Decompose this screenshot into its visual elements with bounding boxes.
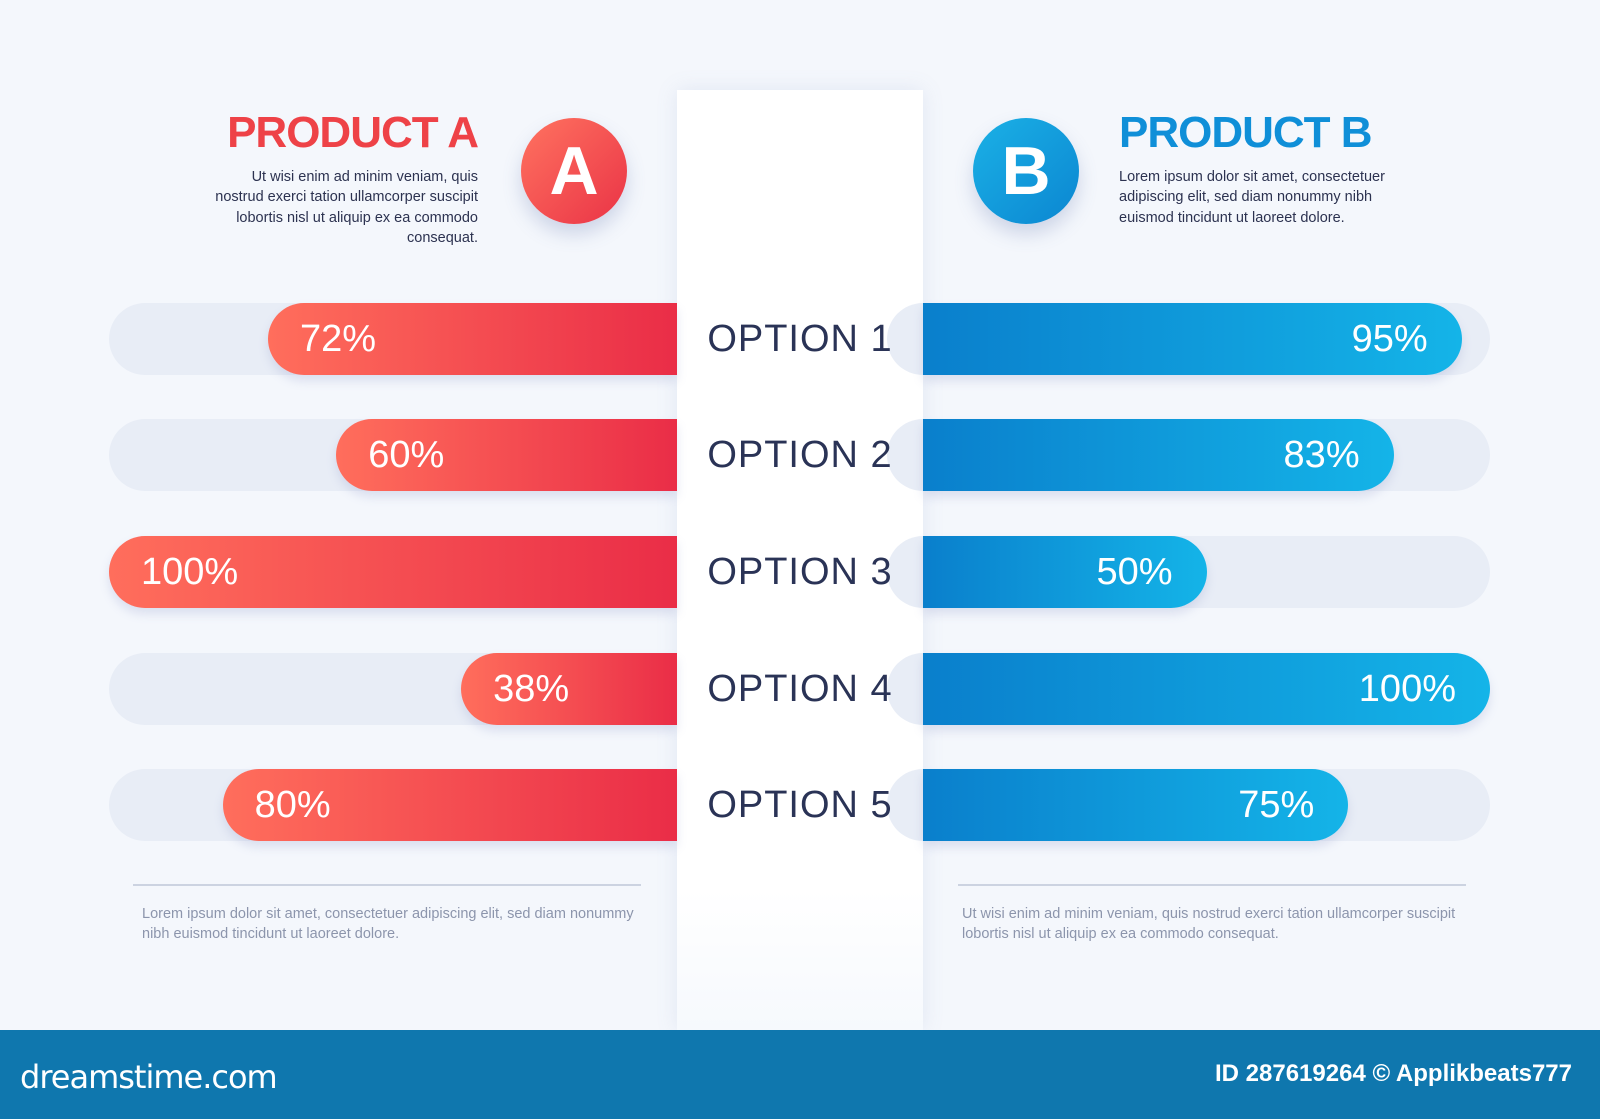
divider-a: [133, 884, 641, 886]
bar-product-a: 38%: [461, 653, 677, 725]
product-b-title: PRODUCT B: [1119, 108, 1373, 157]
category-label: OPTION 3: [707, 550, 893, 593]
category-label: OPTION 4: [707, 667, 893, 710]
product-a-badge: A: [521, 118, 627, 224]
product-a-title: PRODUCT A: [227, 108, 479, 157]
category-label: OPTION 2: [707, 433, 893, 476]
product-b-description: Lorem ipsum dolor sit amet, consectetuer…: [1119, 169, 1385, 226]
bar-product-b: 95%: [923, 303, 1462, 375]
bar-product-a: 80%: [222, 769, 677, 841]
bar-product-a: 100%: [109, 536, 677, 608]
bar-product-b: 50%: [923, 536, 1207, 608]
category-label: OPTION 5: [707, 783, 893, 826]
product-b-footnote: Ut wisi enim ad minim veniam, quis nostr…: [962, 906, 1456, 943]
bar-product-b: 75%: [923, 769, 1349, 841]
product-a-footnote: Lorem ipsum dolor sit amet, consectetuer…: [142, 906, 634, 943]
infographic: PRODUCT A Ut wisi enim ad minim veniam, …: [109, 90, 1490, 1030]
options-column: [677, 90, 923, 1030]
bar-product-b: 100%: [923, 653, 1490, 725]
dreamstime-logo: dreamstime.com: [20, 1058, 278, 1096]
bar-product-a: 72%: [268, 303, 677, 375]
product-a-description: Ut wisi enim ad minim veniam, quis nostr…: [215, 169, 478, 247]
image-credit: ID 287619264 © Applikbeats777: [1215, 1060, 1572, 1087]
category-label: OPTION 1: [707, 317, 893, 360]
divider-b: [958, 884, 1466, 886]
product-b-badge: B: [973, 118, 1079, 224]
bar-product-b: 83%: [923, 419, 1394, 491]
bar-product-a: 60%: [336, 419, 677, 491]
watermark-footer: dreamstime.com ID 287619264 © Applikbeat…: [0, 1030, 1600, 1119]
